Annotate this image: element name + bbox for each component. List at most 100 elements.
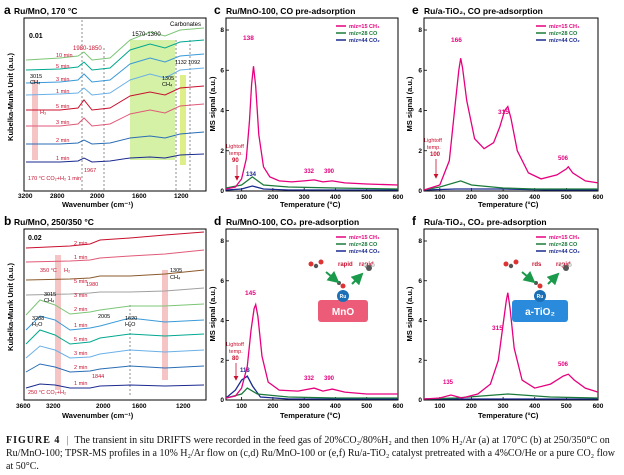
x-tick-label: 600 [593, 403, 604, 410]
support-block [512, 300, 568, 322]
ms-chart-3: 100 200 300 400 500 600 0 2 4 6 8 m/z=15 CH₄m/z=28 … [418, 228, 604, 410]
svg-text:3015: 3015 [30, 74, 42, 80]
x-tick-label: 500 [361, 194, 372, 201]
plot-frame [23, 17, 207, 192]
figure-caption: FIGURE 4 | The transient in situ DRIFTS we… [6, 434, 618, 473]
plot-frame [225, 17, 399, 192]
trace-3min-a [25, 53, 205, 84]
x-tick-label: 500 [561, 194, 572, 201]
x-axis-label: Temperature (°C) [478, 411, 539, 420]
svg-text:90: 90 [232, 158, 239, 164]
svg-text:Carbonates: Carbonates [170, 22, 201, 28]
svg-text:Lightoff: Lightoff [226, 342, 244, 348]
y-tick-label: 2 [220, 148, 224, 155]
trace-5min-b [26, 85, 205, 111]
svg-text:Lightoff: Lightoff [424, 138, 442, 144]
band-yellow [180, 75, 186, 165]
x-tick-label: 200 [267, 194, 278, 201]
band-green [130, 40, 175, 160]
panel-b: b Ru/MnO, 250/350 °C 0.02 350 °C H₂ 1305… [4, 214, 207, 420]
series-line-2 [225, 375, 398, 400]
ms-chart-0: 100 200 300 400 500 600 0 2 4 6 8 m/z=15 CH₄m/z=28 … [220, 17, 404, 201]
trace-1min-a [25, 67, 205, 96]
legend-label: m/z=44 CO₂ [549, 38, 580, 44]
x-tick-label: 200 [466, 403, 477, 410]
co2-molecule-icon [308, 261, 314, 267]
plot-frame [423, 228, 599, 401]
x-tick-label: 400 [330, 403, 341, 410]
svg-text:Ru: Ru [537, 294, 544, 300]
x-axis-label: Temperature (°C) [280, 411, 341, 420]
trace-label: 3 min [74, 351, 87, 357]
trace-label: 1 min [56, 156, 69, 162]
trace-label: 5 min [56, 104, 69, 110]
peak-label: 145 [245, 290, 256, 297]
trace-label: 2 min [74, 307, 87, 313]
x-tick-label: 100 [434, 194, 445, 201]
scale-bar-label: 0.01 [29, 33, 43, 40]
series-line-0 [225, 66, 399, 190]
svg-text:CH₄: CH₄ [170, 275, 181, 281]
legend-label: m/z=44 CO₂ [349, 38, 380, 44]
y-axis-label: MS signal (a.u.) [208, 286, 217, 342]
svg-text:rds: rds [532, 262, 542, 268]
trace-label: 1 min [74, 323, 87, 329]
svg-text:1570-1300: 1570-1300 [132, 32, 161, 38]
svg-text:3288: 3288 [32, 316, 44, 322]
y-tick-label: 0 [220, 188, 224, 195]
series-line-1 [225, 176, 399, 190]
x-tick-label: 600 [393, 194, 404, 201]
svg-text:temp.: temp. [427, 145, 441, 151]
legend-label: m/z=15 CH₄ [549, 24, 580, 30]
y-tick-label: 2 [418, 357, 422, 364]
peak-label: 332 [304, 169, 315, 175]
x-tick: 1600 [132, 193, 147, 200]
y-axis-label: Kubelka-Munk Unit (a.u.) [6, 53, 15, 141]
co2-molecule-icon [503, 261, 509, 267]
x-tick-label: 400 [529, 194, 540, 201]
panel-letter: b [4, 214, 11, 228]
x-tick-label: 300 [498, 403, 509, 410]
x-tick-label: 500 [561, 403, 572, 410]
trace-label: 3 min [56, 77, 69, 83]
y-tick-label: 0 [418, 188, 422, 195]
figure-4: a Ru/MnO, 170 °C 0.01 1980-1850 1570-130… [4, 3, 604, 420]
y-tick-label: 8 [418, 238, 422, 245]
svg-text:rapid: rapid [338, 262, 353, 268]
scheme-d: MnO Ru rapid rapid [308, 259, 375, 322]
panel-a: a Ru/MnO, 170 °C 0.01 1980-1850 1570-130… [4, 3, 207, 209]
x-tick: 2000 [90, 193, 105, 200]
o-atom-icon [340, 283, 346, 289]
legend-label: m/z=28 CO [349, 242, 378, 248]
peak-label: 390 [324, 376, 335, 382]
plot-frame [423, 17, 599, 192]
y-tick-label: 0 [220, 397, 224, 404]
panel-letter: c [214, 3, 221, 17]
support-block [318, 300, 368, 322]
svg-text:CH₄: CH₄ [162, 82, 173, 88]
panel-title: Ru/MnO-100, CO₂ pre-adsorption [226, 217, 359, 227]
trace-3min-b [26, 103, 205, 127]
y-tick-label: 4 [418, 318, 422, 325]
svg-text:100: 100 [430, 152, 441, 158]
series-line-1 [423, 393, 599, 400]
svg-text:350 °C: 350 °C [40, 268, 57, 274]
svg-text:H₂: H₂ [64, 268, 70, 274]
svg-text:temp.: temp. [229, 349, 243, 355]
trace-label: 1 min [56, 89, 69, 95]
x-tick: 2000 [96, 403, 111, 410]
y-tick-label: 4 [220, 108, 224, 115]
svg-text:1844: 1844 [92, 374, 104, 380]
x-tick-label: 200 [466, 194, 477, 201]
series-line-2 [423, 188, 598, 191]
peak-label: 134 [246, 172, 257, 178]
y-tick-label: 4 [220, 318, 224, 325]
series-line-0 [225, 302, 398, 399]
svg-text:1092: 1092 [188, 60, 200, 66]
svg-text:1620: 1620 [125, 316, 137, 322]
band-pink [162, 270, 168, 380]
peak-label: 506 [558, 156, 569, 162]
legend-label: m/z=44 CO₂ [349, 249, 380, 255]
y-tick-label: 8 [220, 238, 224, 245]
trace-label: 5 min [56, 64, 69, 70]
